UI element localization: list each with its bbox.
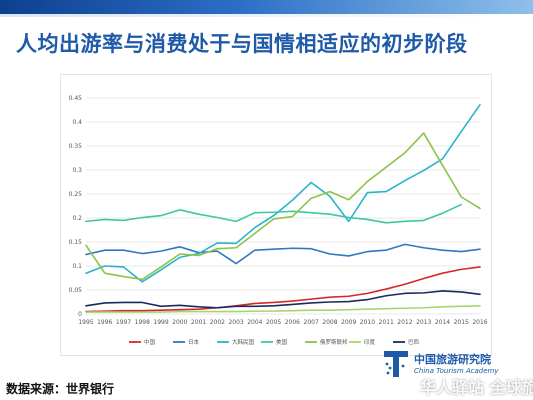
x-tick-label: 2000: [172, 319, 187, 326]
series-line: [85, 290, 481, 309]
y-tick-label: 0.15: [69, 239, 83, 246]
legend-label: 印度: [364, 338, 376, 346]
series-line: [85, 243, 481, 265]
y-tick-label: 0.4: [72, 119, 82, 126]
data-source-note: 数据来源：世界银行: [6, 382, 115, 396]
x-tick-label: 2010: [360, 319, 375, 326]
x-tick-label: 2014: [435, 319, 450, 326]
y-tick-label: 0.1: [72, 263, 82, 270]
legend-label: 大韩民国: [232, 338, 255, 346]
y-tick-label: 0.25: [69, 191, 83, 198]
series-line: [85, 305, 481, 313]
x-tick-label: 1995: [78, 319, 93, 326]
slide-title: 人均出游率与消费处于与国情相适应的初步阶段: [16, 31, 468, 56]
x-tick-label: 2009: [341, 319, 356, 326]
china-tourism-academy-logo: 中国旅游研究院 China Tourism Academy: [382, 348, 532, 382]
x-tick-label: 2007: [304, 319, 319, 326]
legend-label: 巴西: [408, 339, 420, 346]
top-banner: [0, 0, 533, 17]
x-tick-label: 1996: [97, 319, 112, 326]
y-tick-label: 0.45: [69, 95, 83, 102]
x-tick-label: 2013: [416, 319, 431, 326]
x-tick-label: 2002: [210, 319, 225, 326]
legend-label: 日本: [188, 338, 200, 346]
x-tick-label: 2012: [397, 319, 412, 326]
y-tick-label: 0.35: [69, 143, 83, 150]
chart-frame: [60, 74, 492, 356]
x-tick-label: 2016: [472, 319, 487, 326]
x-tick-label: 2001: [191, 319, 206, 326]
line-chart: 0 0.05 0.1 0.15 0.2 0.25 0.3 0.35 0.4 0.45 1995 199…: [69, 95, 488, 346]
legend-label: 俄罗斯联邦: [320, 338, 348, 346]
logo-english-name: China Tourism Academy: [414, 367, 499, 375]
academy-emblem-icon: [384, 351, 408, 377]
y-tick-label: 0.3: [72, 167, 82, 174]
series-line: [85, 266, 481, 313]
y-tick-label: 0: [78, 311, 82, 318]
x-tick-label: 1997: [116, 319, 131, 326]
x-tick-label: 2015: [454, 319, 469, 326]
y-tick-label: 0.2: [72, 215, 82, 222]
series-line: [85, 203, 463, 224]
legend-label: 美国: [276, 338, 288, 346]
x-tick-label: 2003: [228, 319, 243, 326]
series-line: [85, 103, 481, 283]
x-tick-label: 2008: [322, 319, 337, 326]
x-tick-label: 1998: [135, 319, 150, 326]
y-tick-label: 0.05: [69, 287, 83, 294]
logo-chinese-name: 中国旅游研究院: [414, 353, 491, 366]
watermark-text: 华人驿站 全球旅游: [420, 378, 533, 397]
x-tick-label: 1999: [153, 319, 168, 326]
series-line: [85, 132, 481, 281]
legend-label: 中国: [144, 338, 156, 346]
x-tick-label: 2011: [379, 319, 394, 326]
x-tick-label: 2005: [266, 319, 281, 326]
x-tick-label: 2004: [247, 319, 262, 326]
x-tick-label: 2006: [285, 319, 300, 326]
